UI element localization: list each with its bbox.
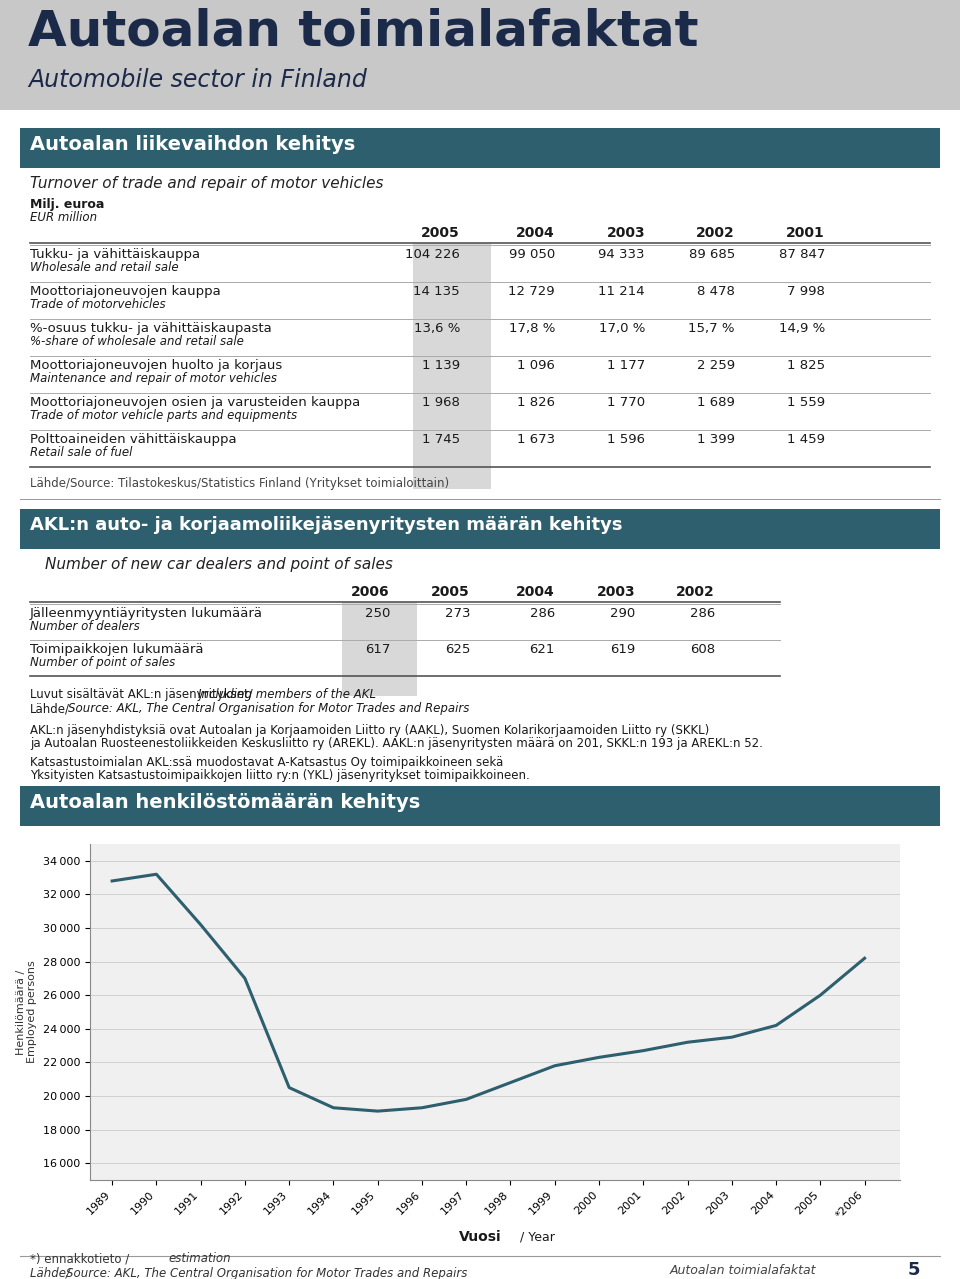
Text: Autoalan liikevaihdon kehitys: Autoalan liikevaihdon kehitys [30,136,355,153]
Text: 1 596: 1 596 [607,434,645,446]
Text: 1 826: 1 826 [517,396,555,409]
Text: 1 459: 1 459 [787,434,825,446]
Text: 1 968: 1 968 [422,396,460,409]
Text: Source: AKL, The Central Organisation for Motor Trades and Repairs: Source: AKL, The Central Organisation fo… [68,702,469,715]
Text: 2004: 2004 [516,226,555,240]
Text: Moottoriajoneuvojen kauppa: Moottoriajoneuvojen kauppa [30,285,221,298]
Text: 250: 250 [365,608,390,620]
Bar [0,0,960,110]
Text: Including members of the AKL: Including members of the AKL [198,688,376,701]
Text: 1 673: 1 673 [516,434,555,446]
Text: Autoalan toimialafaktat: Autoalan toimialafaktat [670,1264,817,1276]
Text: 17,0 %: 17,0 % [599,322,645,335]
Text: Number of new car dealers and point of sales: Number of new car dealers and point of s… [45,556,393,572]
Text: Lähde/: Lähde/ [30,1267,74,1279]
Text: *) ennakkotieto /: *) ennakkotieto / [30,1252,133,1265]
Text: ja Autoalan Ruosteenestoliikkeiden Keskusliitto ry (AREKL). AAKL:n jäsenyrityste: ja Autoalan Ruosteenestoliikkeiden Kesku… [30,737,763,749]
Text: 2002: 2002 [676,585,715,599]
Text: 2006: 2006 [351,585,390,599]
Text: 94 333: 94 333 [598,248,645,261]
Text: 17,8 %: 17,8 % [509,322,555,335]
Text: 2003: 2003 [596,585,635,599]
Text: 11 214: 11 214 [598,285,645,298]
Text: 89 685: 89 685 [688,248,735,261]
Text: %-share of wholesale and retail sale: %-share of wholesale and retail sale [30,335,244,348]
Text: 1 399: 1 399 [697,434,735,446]
Text: 99 050: 99 050 [509,248,555,261]
Text: 1 770: 1 770 [607,396,645,409]
Text: 87 847: 87 847 [779,248,825,261]
Text: 104 226: 104 226 [405,248,460,261]
Text: 15,7 %: 15,7 % [688,322,735,335]
Text: Lähde/: Lähde/ [30,702,70,715]
Text: 286: 286 [689,608,715,620]
Bar [413,243,491,489]
Text: 12 729: 12 729 [509,285,555,298]
Text: 619: 619 [610,643,635,656]
Text: / Year: / Year [520,1230,555,1243]
Text: Autoalan toimialafaktat: Autoalan toimialafaktat [28,8,699,56]
Text: 2002: 2002 [696,226,735,240]
Text: 2 259: 2 259 [697,359,735,372]
Text: AKL:n jäsenyhdistyksiä ovat Autoalan ja Korjaamoiden Liitto ry (AAKL), Suomen Ko: AKL:n jäsenyhdistyksiä ovat Autoalan ja … [30,724,709,737]
Text: Number of dealers: Number of dealers [30,620,140,633]
Bar [20,509,940,549]
Bar [342,602,417,696]
Text: 14 135: 14 135 [414,285,460,298]
Text: Number of point of sales: Number of point of sales [30,656,176,669]
Text: 625: 625 [444,643,470,656]
Text: Jälleenmyyntiäyritysten lukumäärä: Jälleenmyyntiäyritysten lukumäärä [30,608,263,620]
Text: estimation: estimation [168,1252,230,1265]
Text: AKL:n auto- ja korjaamoliikejäsenyritysten määrän kehitys: AKL:n auto- ja korjaamoliikejäsenyrityst… [30,515,622,535]
Text: Retail sale of fuel: Retail sale of fuel [30,446,132,459]
Text: Toimipaikkojen lukumäärä: Toimipaikkojen lukumäärä [30,643,204,656]
Text: Source: AKL, The Central Organisation for Motor Trades and Repairs: Source: AKL, The Central Organisation fo… [66,1267,468,1279]
Text: 7 998: 7 998 [787,285,825,298]
Text: 2003: 2003 [607,226,645,240]
Text: Moottoriajoneuvojen huolto ja korjaus: Moottoriajoneuvojen huolto ja korjaus [30,359,282,372]
Text: 2005: 2005 [431,585,470,599]
Text: 1 177: 1 177 [607,359,645,372]
Text: Lähde/Source: Tilastokeskus/Statistics Finland (Yritykset toimialoittain): Lähde/Source: Tilastokeskus/Statistics F… [30,477,449,490]
Text: 1 825: 1 825 [787,359,825,372]
Text: 286: 286 [530,608,555,620]
Text: Luvut sisältävät AKL:n jäsenyritykset/: Luvut sisältävät AKL:n jäsenyritykset/ [30,688,252,701]
Text: Maintenance and repair of motor vehicles: Maintenance and repair of motor vehicles [30,372,277,385]
Text: 621: 621 [530,643,555,656]
Text: 617: 617 [365,643,390,656]
Text: Trade of motor vehicle parts and equipments: Trade of motor vehicle parts and equipme… [30,409,298,422]
Text: 14,9 %: 14,9 % [779,322,825,335]
Text: Milj. euroa: Milj. euroa [30,198,105,211]
Text: 5: 5 [907,1261,920,1279]
Text: Automobile sector in Finland: Automobile sector in Finland [28,68,367,92]
Text: 1 745: 1 745 [421,434,460,446]
Text: 8 478: 8 478 [697,285,735,298]
Text: 2001: 2001 [786,226,825,240]
Text: 1 139: 1 139 [421,359,460,372]
Text: Moottoriajoneuvojen osien ja varusteiden kauppa: Moottoriajoneuvojen osien ja varusteiden… [30,396,360,409]
Text: 2005: 2005 [421,226,460,240]
Bar [20,128,940,168]
Text: 273: 273 [444,608,470,620]
Text: 2004: 2004 [516,585,555,599]
Text: EUR million: EUR million [30,211,97,224]
Text: 1 096: 1 096 [517,359,555,372]
Text: Vuosi: Vuosi [459,1230,501,1244]
Text: 1 559: 1 559 [787,396,825,409]
Text: Turnover of trade and repair of motor vehicles: Turnover of trade and repair of motor ve… [30,177,383,191]
Text: Yksityisten Katsastustoimipaikkojen liitto ry:n (YKL) jäsenyritykset toimipaikko: Yksityisten Katsastustoimipaikkojen liit… [30,769,530,781]
Text: Autoalan henkilöstömäärän kehitys: Autoalan henkilöstömäärän kehitys [30,793,420,812]
Text: 13,6 %: 13,6 % [414,322,460,335]
Text: Wholesale and retail sale: Wholesale and retail sale [30,261,179,274]
Text: Katsastustoimialan AKL:ssä muodostavat A-Katsastus Oy toimipaikkoineen sekä: Katsastustoimialan AKL:ssä muodostavat A… [30,756,503,769]
Text: Tukku- ja vähittäiskauppa: Tukku- ja vähittäiskauppa [30,248,200,261]
Bar [20,787,940,826]
Text: Trade of motorvehicles: Trade of motorvehicles [30,298,166,311]
Text: Polttoaineiden vähittäiskauppa: Polttoaineiden vähittäiskauppa [30,434,236,446]
Y-axis label: Henkilömäärä /
Employed persons: Henkilömäärä / Employed persons [15,961,37,1063]
Text: %-osuus tukku- ja vähittäiskaupasta: %-osuus tukku- ja vähittäiskaupasta [30,322,272,335]
Text: 1 689: 1 689 [697,396,735,409]
Text: 290: 290 [610,608,635,620]
Text: 608: 608 [690,643,715,656]
